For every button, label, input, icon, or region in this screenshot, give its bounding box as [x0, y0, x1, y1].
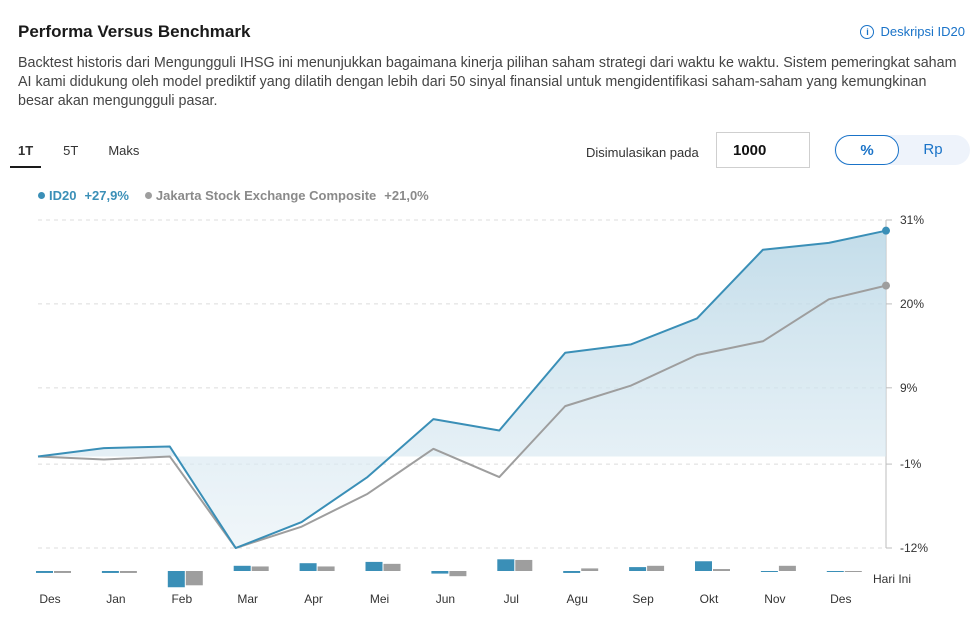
monthly-bar-id20-12 [826, 571, 844, 572]
x-tick-label-13: Hari Ini [873, 572, 911, 586]
tab-5t[interactable]: 5T [63, 143, 79, 158]
id20-line [37, 229, 887, 549]
period-tabs: 1T 5T Maks [10, 143, 169, 168]
monthly-bar-benchmark-1 [119, 571, 137, 573]
y-tick-label-3: -1% [900, 457, 922, 471]
description-link[interactable]: i Deskripsi ID20 [860, 24, 965, 39]
simulated-label: Disimulasikan pada [586, 145, 699, 160]
y-tick-label-0: 31% [900, 213, 924, 227]
id20-end-point [882, 226, 890, 235]
simulated-amount-input[interactable] [716, 132, 810, 168]
monthly-bar-benchmark-5 [383, 563, 401, 571]
monthly-bar-benchmark-7 [515, 559, 533, 571]
x-tick-label-0: Des [39, 592, 60, 606]
monthly-bar-id20-9 [629, 567, 647, 571]
strategy-description: Backtest historis dari Mengungguli IHSG … [18, 55, 957, 109]
legend-id20-value: +27,9% [84, 188, 129, 203]
monthly-bar-id20-10 [695, 561, 712, 571]
legend-benchmark-value: +21,0% [384, 188, 429, 203]
x-tick-label-5: Mei [370, 592, 389, 606]
monthly-bar-id20-4 [299, 563, 317, 571]
x-tick-label-8: Agu [567, 592, 588, 606]
monthly-bar-benchmark-0 [54, 571, 71, 573]
x-tick-label-10: Okt [700, 592, 719, 606]
monthly-bar-benchmark-4 [317, 566, 335, 571]
monthly-bar-id20-6 [431, 571, 449, 574]
legend-benchmark-dot [144, 192, 152, 199]
x-tick-label-12: Des [830, 592, 851, 606]
x-tick-label-2: Feb [171, 592, 192, 606]
monthly-bar-benchmark-12 [844, 571, 862, 572]
monthly-bar-benchmark-8 [581, 568, 599, 571]
monthly-bar-id20-5 [365, 561, 383, 571]
y-tick-label-1: 20% [900, 297, 924, 311]
legend-benchmark-name: Jakarta Stock Exchange Composite [155, 188, 377, 203]
benchmark-line [37, 284, 887, 549]
page-title: Performa Versus Benchmark [18, 22, 251, 41]
unit-toggle: % Rp [834, 135, 970, 165]
description-link-label[interactable]: Deskripsi ID20 [880, 24, 965, 39]
legend-id20-dot [38, 192, 45, 199]
legend-benchmark[interactable]: Jakarta Stock Exchange Composite +21,0% [144, 188, 429, 203]
monthly-bar-id20-0 [36, 571, 53, 573]
x-tick-label-11: Nov [764, 592, 785, 606]
monthly-bar-id20-11 [760, 571, 778, 572]
monthly-bar-id20-2 [167, 571, 185, 588]
monthly-bar-id20-3 [233, 565, 251, 571]
tab-1t[interactable]: 1T [10, 143, 42, 168]
monthly-bar-benchmark-2 [185, 571, 203, 586]
monthly-bar-benchmark-6 [449, 571, 467, 577]
x-tick-label-4: Apr [304, 592, 323, 606]
tab-maks[interactable]: Maks [108, 143, 140, 158]
info-icon: i [860, 24, 875, 39]
x-tick-label-7: Jul [504, 592, 519, 606]
toggle-rupiah[interactable]: Rp [923, 141, 943, 158]
legend-id20[interactable]: ID20 +27,9% [38, 188, 129, 203]
y-tick-label-4: -12% [900, 541, 928, 555]
monthly-bar-id20-1 [101, 571, 119, 573]
y-tick-label-2: 9% [900, 381, 918, 395]
benchmark-end-point [882, 281, 890, 290]
legend-id20-name: ID20 [49, 188, 77, 203]
monthly-bar-benchmark-3 [251, 566, 269, 571]
monthly-bar-benchmark-9 [647, 565, 665, 571]
x-tick-label-3: Mar [237, 592, 258, 606]
monthly-bar-benchmark-10 [713, 569, 730, 571]
monthly-bar-id20-8 [563, 571, 581, 573]
monthly-bar-id20-7 [497, 559, 515, 571]
monthly-bar-benchmark-11 [778, 565, 796, 571]
x-tick-label-1: Jan [106, 592, 125, 606]
chart-legend: ID20 +27,9% Jakarta Stock Exchange Compo… [38, 188, 429, 203]
id20-area-fill [38, 230, 886, 548]
toggle-percent[interactable]: % [835, 135, 899, 165]
x-tick-label-6: Jun [436, 592, 455, 606]
x-tick-label-9: Sep [632, 592, 654, 606]
